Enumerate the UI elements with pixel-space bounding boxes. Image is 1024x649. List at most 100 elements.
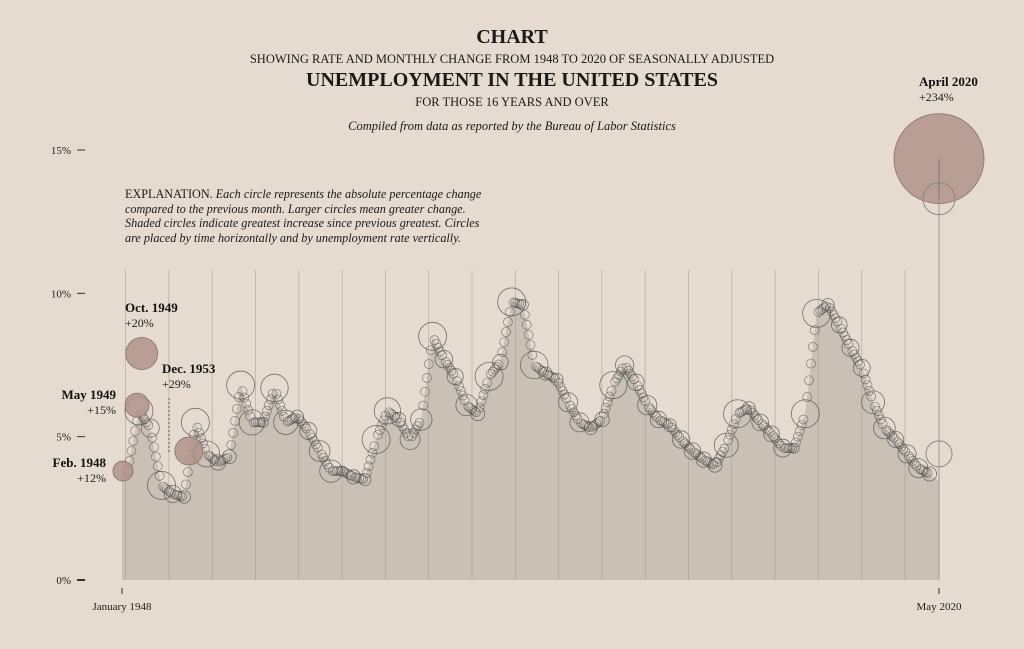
data-point [550,372,564,386]
data-point [455,394,478,417]
data-point [470,406,486,422]
data-point [520,350,549,380]
data-point [478,390,489,400]
data-point [239,392,250,403]
data-point [819,302,830,313]
data-point [491,362,502,372]
data-point [192,422,203,433]
data-point [130,426,141,436]
area-fill [122,301,939,580]
data-point [459,395,470,406]
data-point [536,365,547,376]
data-point [723,435,734,445]
annotation-label: Dec. 1953 [162,361,216,376]
data-point [299,421,310,432]
data-point [308,440,331,462]
data-point [873,416,896,440]
data-point [220,453,231,464]
data-point [788,442,800,454]
data-point [271,388,282,399]
data-point [467,404,477,415]
data-point [469,406,479,416]
data-point [442,360,453,370]
data-point [277,406,287,416]
data-point [378,415,389,426]
data-point [422,373,432,383]
data-point-march-2020 [925,440,953,468]
data-point [604,391,615,402]
data-point [751,413,769,432]
data-point [257,416,269,428]
annotation-label: May 1949 [61,387,116,402]
data-point [621,363,632,373]
data-point [380,410,391,421]
data-point [418,321,448,351]
data-point [760,423,771,433]
data-point [414,417,425,428]
data-point [221,449,237,465]
data-point [245,411,255,421]
data-point [773,438,793,458]
shaded-circle [124,392,150,418]
y-tick-label: 5% [56,432,71,444]
data-point [887,431,905,448]
data-point [329,466,340,476]
data-point [599,408,609,419]
chart-title-main: UNEMPLOYMENT IN THE UNITED STATES [306,69,718,91]
data-point [448,368,459,379]
data-point [346,470,357,481]
data-point [821,298,835,312]
data-point [860,374,871,385]
chart-title: CHART [476,26,548,48]
data-point [625,368,636,379]
data-point [399,429,421,450]
data-point [870,401,880,412]
data-point [476,396,487,407]
data-point [140,418,160,438]
data-point-may-2020 [922,182,956,216]
data-point [228,427,238,438]
explanation-text: Each circle represents the absolute perc… [125,187,482,245]
data-point [367,448,378,458]
data-point [683,442,702,460]
data-point [791,437,801,448]
data-point [275,400,285,410]
data-point [713,432,739,458]
data-point [802,392,813,402]
data-point [881,425,892,435]
data-point [147,432,157,443]
data-point [875,414,886,425]
data-point [162,484,173,495]
data-point [376,420,387,431]
data-point [265,394,276,405]
data-point [593,417,604,428]
data-point [152,461,163,472]
data-point [361,468,372,478]
data-point [594,411,610,428]
annotation-value: +20% [125,316,154,330]
data-point [858,368,869,379]
data-point [233,392,244,402]
data-point [582,421,592,432]
data-point [254,417,265,428]
data-point [802,298,832,328]
data-point [885,428,895,439]
data-point [523,330,534,340]
data-point [781,443,792,453]
data-point [517,298,529,311]
data-point [855,359,865,370]
data-point [817,304,828,314]
data-point [591,418,602,429]
data-point [226,370,255,400]
annotation-value: +29% [162,377,191,391]
data-point [480,384,491,394]
data-point [548,372,558,383]
data-point [683,442,694,453]
annotation-value: +234% [919,90,954,104]
data-point [226,439,237,450]
data-point [707,458,723,473]
data-point [196,433,206,443]
data-point [457,390,468,401]
explanation-lead: EXPLANATION. [125,187,213,201]
annotation-value: +15% [87,403,116,417]
